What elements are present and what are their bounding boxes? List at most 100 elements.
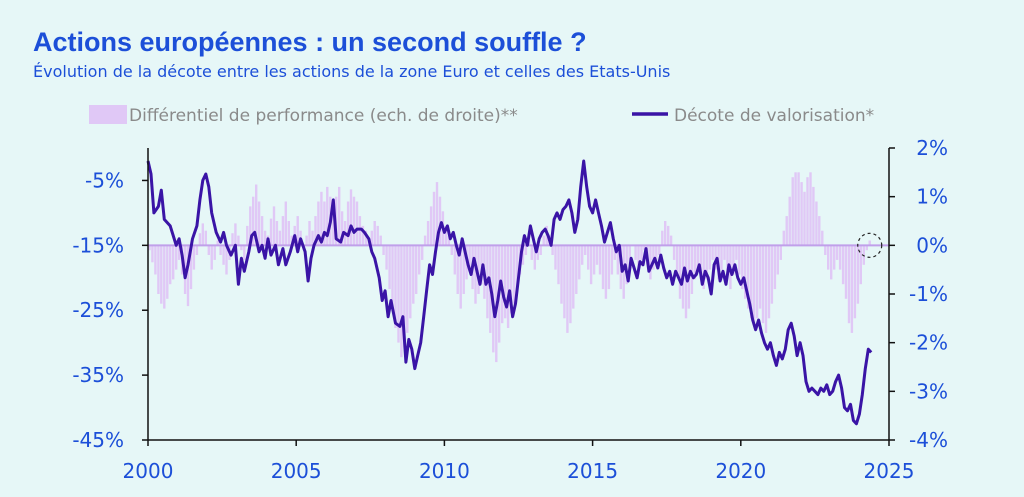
performance-bar: [438, 196, 442, 246]
performance-bar: [752, 245, 756, 324]
performance-bar: [246, 225, 249, 246]
performance-bar: [684, 245, 688, 319]
performance-bar: [154, 245, 157, 275]
performance-bar: [788, 196, 791, 246]
performance-bar: [649, 245, 652, 280]
performance-bar: [678, 245, 682, 299]
y-right-tick-label: 2%: [916, 136, 948, 160]
performance-bar: [504, 245, 507, 319]
performance-bar: [186, 245, 190, 307]
x-tick-label: 2020: [715, 459, 766, 483]
performance-bar: [332, 206, 335, 246]
performance-bar: [536, 245, 539, 260]
performance-bar: [824, 245, 827, 255]
performance-bar: [216, 240, 219, 246]
performance-bar: [604, 245, 608, 299]
performance-bar: [263, 230, 267, 246]
performance-bar: [340, 211, 344, 246]
performance-bar: [569, 245, 572, 324]
x-tick-label: 2010: [419, 459, 470, 483]
y-left-tick-label: -15%: [72, 233, 124, 257]
y-left-axis-ticks: -5% -15% -25% -35% -45%: [72, 168, 148, 452]
y-right-tick-label: -2%: [909, 331, 948, 355]
performance-bar: [773, 245, 777, 290]
performance-bar: [269, 218, 273, 246]
performance-bar: [708, 245, 711, 270]
performance-bar: [524, 245, 528, 255]
performance-bar: [323, 201, 326, 246]
performance-bar: [767, 245, 771, 319]
performance-bar: [423, 235, 427, 246]
performance-bar: [575, 245, 578, 294]
performance-bar: [281, 216, 285, 246]
performance-bar: [723, 245, 726, 260]
performance-bar: [249, 206, 252, 246]
performance-bar: [761, 245, 765, 324]
performance-bar: [791, 177, 794, 246]
performance-bar: [157, 245, 160, 294]
performance-bar: [243, 245, 246, 260]
performance-bar: [346, 201, 350, 246]
performance-bar: [794, 172, 797, 246]
y-right-tick-label: 0%: [916, 233, 948, 257]
performance-bar: [287, 221, 290, 246]
performance-bar: [661, 230, 664, 246]
performance-bar: [515, 245, 519, 290]
performance-bar: [856, 245, 860, 304]
performance-bar: [474, 245, 477, 304]
performance-bar: [361, 225, 365, 246]
performance-bar: [163, 245, 166, 309]
performance-bar: [166, 245, 169, 299]
performance-bar: [640, 245, 643, 260]
performance-bar: [429, 206, 433, 246]
performance-bar: [643, 245, 646, 251]
performance-bar: [595, 245, 599, 265]
performance-bar: [148, 245, 151, 251]
performance-bar: [607, 245, 611, 290]
performance-bar: [376, 225, 379, 246]
performance-bar: [284, 201, 287, 246]
performance-bar: [252, 196, 255, 246]
performance-bar: [394, 245, 397, 328]
chart-subtitle: Évolution de la décote entre les actions…: [33, 62, 671, 81]
performance-bar: [601, 245, 605, 290]
performance-bar: [305, 235, 308, 246]
performance-bar: [815, 201, 818, 246]
performance-bar: [403, 245, 406, 348]
performance-bar: [175, 245, 178, 270]
performance-bar: [800, 182, 803, 246]
performance-bar: [272, 206, 276, 246]
performance-bar: [720, 245, 723, 270]
performance-bar: [610, 245, 614, 275]
performance-bar: [382, 245, 385, 255]
performance-bar: [320, 191, 323, 246]
performance-bar: [160, 245, 163, 304]
x-tick-label: 2025: [864, 459, 915, 483]
performance-bar: [693, 245, 697, 280]
performance-bar: [201, 223, 204, 246]
performance-bar: [533, 245, 536, 270]
performance-bar: [664, 221, 667, 246]
performance-bar: [770, 245, 774, 304]
performance-bar: [554, 245, 557, 270]
performance-bar: [779, 245, 782, 260]
performance-bar: [705, 245, 708, 280]
performance-bar: [696, 245, 699, 270]
performance-bar: [581, 245, 584, 265]
performance-bar: [835, 245, 839, 260]
performance-bar: [841, 245, 845, 285]
chart-title: Actions européennes : un second souffle …: [33, 27, 587, 57]
performance-bar: [587, 245, 590, 270]
performance-bar: [655, 245, 658, 260]
performance-bar: [296, 216, 299, 246]
performance-bar: [509, 245, 513, 314]
performance-bar: [222, 245, 225, 265]
performance-bar: [406, 245, 409, 333]
performance-bar: [314, 216, 317, 246]
performance-bar: [468, 245, 471, 270]
performance-bar: [151, 245, 154, 263]
performance-bar: [821, 230, 824, 246]
performance-bar: [237, 235, 240, 246]
performance-bar: [818, 216, 821, 246]
